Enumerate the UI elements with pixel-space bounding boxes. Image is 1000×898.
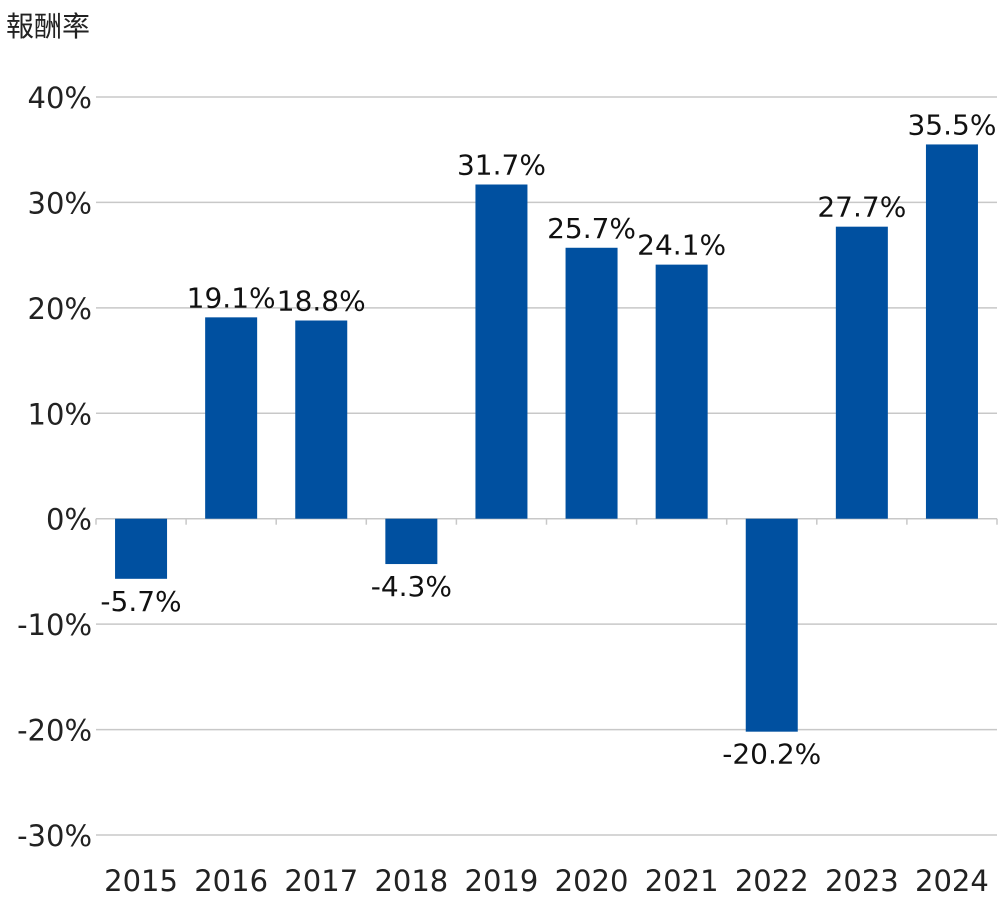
data-label-2015: -5.7% <box>100 585 181 618</box>
bar-2020 <box>565 247 618 519</box>
y-tick-label: 20% <box>28 292 92 326</box>
bar-2018 <box>385 518 438 565</box>
x-axis-ticks: 2015 2016 2017 2018 2019 2020 2021 2022 2023 2024 <box>104 864 989 898</box>
data-label-2022: -20.2% <box>722 738 821 771</box>
x-tick-label: 2020 <box>555 864 629 898</box>
x-tick-label: 2015 <box>104 864 178 898</box>
bar-2017 <box>295 320 348 519</box>
y-tick-label: 10% <box>28 397 92 431</box>
bar-2024 <box>925 144 978 519</box>
x-tick-label: 2016 <box>194 864 268 898</box>
data-label-2019: 31.7% <box>457 149 546 182</box>
data-label-2017: 18.8% <box>277 285 366 318</box>
bar-2016 <box>205 317 258 519</box>
x-tick-label: 2024 <box>915 864 989 898</box>
data-label-2020: 25.7% <box>547 212 636 245</box>
x-tick-label: 2021 <box>645 864 719 898</box>
data-label-2021: 24.1% <box>637 229 726 262</box>
y-tick-label: 40% <box>28 81 92 115</box>
y-axis-ticks: 40% 30% 20% 10% 0% -10% -20% -30% <box>17 81 92 853</box>
y-axis-title: 報酬率 <box>6 10 90 43</box>
y-tick-label: 30% <box>28 186 92 220</box>
data-label-2023: 27.7% <box>817 191 906 224</box>
bars <box>115 144 978 732</box>
y-tick-label: -10% <box>17 608 92 642</box>
x-tick-label: 2018 <box>374 864 448 898</box>
bar-2015 <box>115 518 168 579</box>
y-tick-label: 0% <box>46 503 92 537</box>
bar-2023 <box>835 226 888 519</box>
bar-2022 <box>745 518 798 732</box>
bar-2019 <box>475 184 528 519</box>
data-label-2018: -4.3% <box>371 570 452 603</box>
x-tick-label: 2022 <box>735 864 809 898</box>
y-tick-label: -20% <box>17 714 92 748</box>
bar-2021 <box>655 264 708 519</box>
data-label-2024: 35.5% <box>907 108 996 141</box>
data-label-2016: 19.1% <box>187 281 276 314</box>
y-tick-label: -30% <box>17 819 92 853</box>
x-tick-label: 2017 <box>284 864 358 898</box>
x-tick-label: 2023 <box>825 864 899 898</box>
x-tick-label: 2019 <box>465 864 539 898</box>
data-labels: -5.7% 19.1% 18.8% -4.3% 31.7%25.7%24.1% -20.2… <box>100 108 996 770</box>
